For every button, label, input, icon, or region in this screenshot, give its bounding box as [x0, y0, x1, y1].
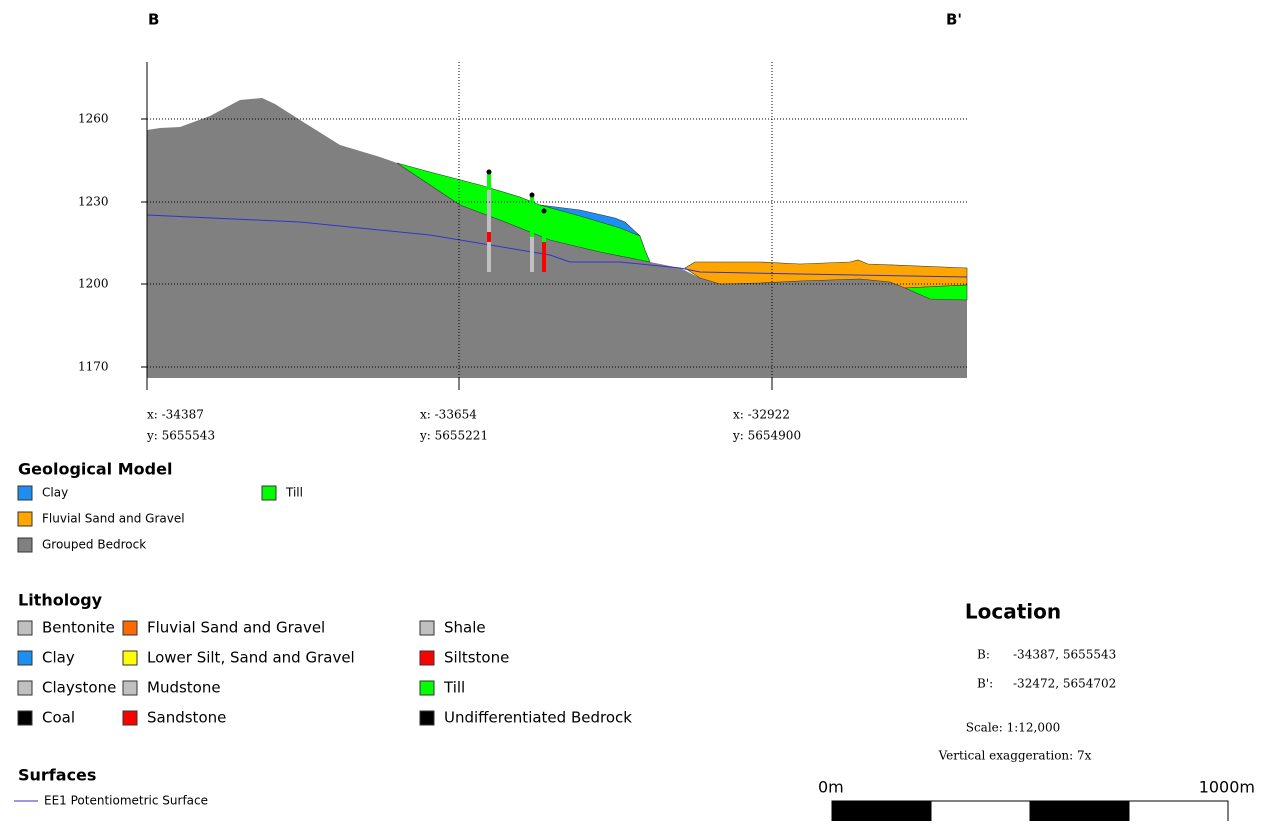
bp-label: B': — [977, 677, 993, 691]
legend-label: Undifferentiated Bedrock — [444, 709, 632, 727]
legend-title: Lithology — [18, 591, 103, 610]
legend-label: Till — [443, 679, 465, 697]
y-tick-label: 1170 — [78, 360, 109, 374]
legend-swatch — [18, 711, 32, 725]
legend-swatch — [18, 512, 32, 526]
bp-value: -32472, 5654702 — [1013, 677, 1116, 691]
legend-label: EE1 Potentiometric Surface — [44, 794, 208, 808]
legend-swatch — [420, 681, 434, 695]
b-label: B: — [977, 648, 990, 662]
vertical-exaggeration: Vertical exaggeration: 7x — [938, 749, 1092, 763]
legend-swatch — [18, 538, 32, 552]
legend-swatch — [262, 486, 276, 500]
y-tick-label: 1260 — [78, 112, 109, 126]
scale-bar-start: 0m — [818, 778, 844, 797]
scale-bar — [832, 801, 1228, 821]
coord-y: y: 5654900 — [732, 429, 801, 443]
legend-label: Clay — [42, 649, 75, 667]
legend-label: Siltstone — [444, 649, 509, 667]
location-title: Location — [965, 600, 1061, 624]
scale-text: Scale: 1:12,000 — [966, 721, 1061, 735]
scale-bar-end: 1000m — [1199, 778, 1255, 797]
legend-label: Lower Silt, Sand and Gravel — [147, 649, 355, 667]
legend-swatch — [420, 711, 434, 725]
legend-swatch — [420, 651, 434, 665]
section-end-label: B' — [946, 11, 962, 29]
legend-swatch — [123, 621, 137, 635]
section-plot — [141, 62, 967, 390]
y-tick-label: 1200 — [78, 277, 109, 291]
legend-swatch — [123, 651, 137, 665]
cross-section-page: B B' Location B: -34387, 5655543 B': -3 — [0, 0, 1267, 821]
legend-label: Clay — [42, 486, 68, 500]
legend-swatch — [420, 621, 434, 635]
legend-label: Grouped Bedrock — [42, 538, 146, 552]
legend-swatch — [123, 681, 137, 695]
legend-label: Till — [285, 486, 303, 500]
legend-swatch — [18, 621, 32, 635]
legend-label: Claystone — [42, 679, 116, 697]
legend-title: Geological Model — [18, 460, 172, 479]
legend-label: Coal — [42, 709, 75, 727]
coord-y: y: 5655543 — [146, 429, 215, 443]
legend-label: Mudstone — [147, 679, 221, 697]
legend-label: Shale — [444, 619, 486, 637]
coord-x: x: -34387 — [147, 408, 204, 422]
legend-swatch — [123, 711, 137, 725]
coord-x: x: -33654 — [420, 408, 477, 422]
coord-x: x: -32922 — [733, 408, 790, 422]
legend-label: Fluvial Sand and Gravel — [42, 512, 185, 526]
legend-label: Sandstone — [147, 709, 226, 727]
legend-label: Bentonite — [42, 619, 115, 637]
legend-title: Surfaces — [18, 766, 96, 785]
section-start-label: B — [148, 11, 159, 29]
b-value: -34387, 5655543 — [1013, 648, 1116, 662]
coord-y: y: 5655221 — [419, 429, 488, 443]
legend-swatch — [18, 651, 32, 665]
y-tick-label: 1230 — [78, 195, 109, 209]
legend-label: Fluvial Sand and Gravel — [147, 619, 325, 637]
legend-swatch — [18, 681, 32, 695]
legend-swatch — [18, 486, 32, 500]
